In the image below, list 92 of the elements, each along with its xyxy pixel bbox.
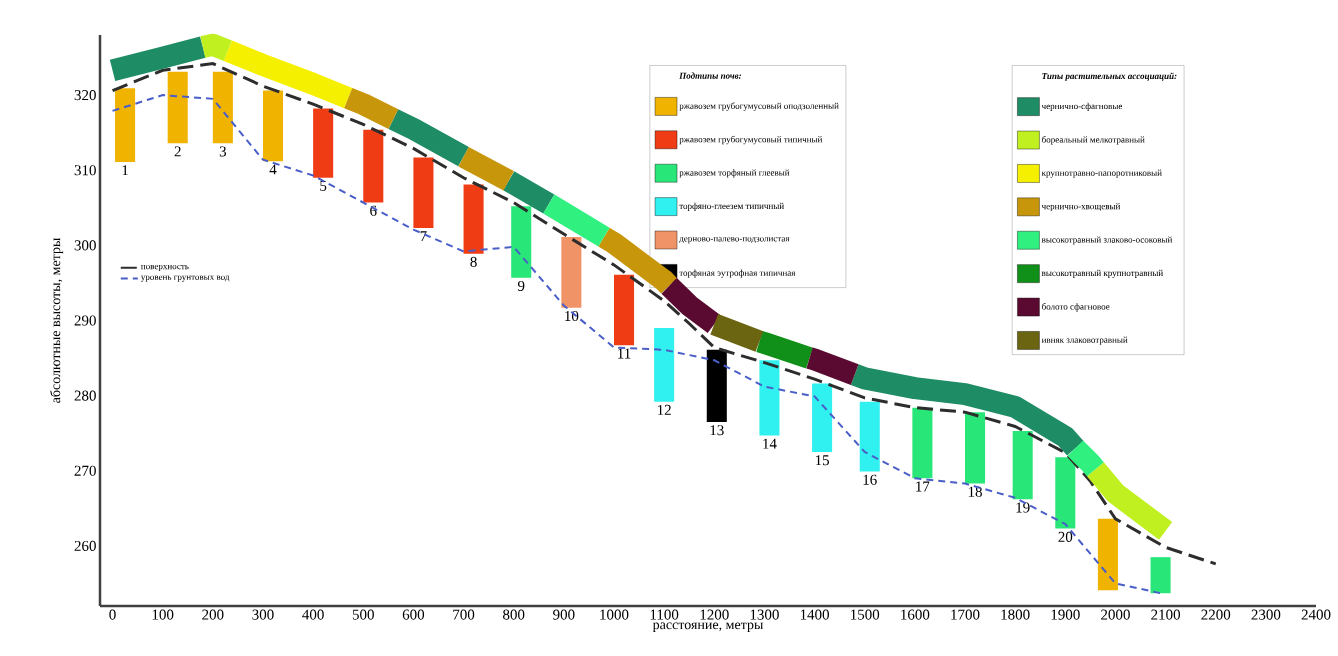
x-tick-label: 2100 [1151,609,1181,620]
x-tick-label: 1400 [800,609,830,620]
legend-label: уровень грунтовых вод [140,275,230,282]
x-tick-label: 2400 [1301,609,1331,620]
bar [654,328,675,402]
x-tick-label: 100 [152,609,174,620]
bar [262,90,284,162]
annotation: 9 [517,280,525,291]
bar [363,129,384,203]
annotation: 7 [420,231,427,242]
legend-label: высокотравный злаково-осоковый [1041,236,1173,245]
y-tick-label: 260 [74,540,96,551]
y-axis-title: абсолютные высоты, метры [50,237,64,403]
annotation: 10 [565,310,579,322]
legend-label: поверхность [141,264,189,272]
legend-label: бореальный мелкотравный [1042,136,1145,145]
annotation: 3 [219,146,227,157]
bar [812,383,833,452]
x-tick-label: 0 [109,609,116,620]
bar [1055,457,1076,529]
annotation: 19 [1016,502,1030,513]
bar [613,274,635,346]
legend-title: Подтипы почв: [679,72,741,79]
legend-label: чернично-хвощевый [1041,203,1121,212]
x-tick-label: 800 [503,609,525,620]
x-tick-label: 400 [302,609,324,620]
annotation: 17 [916,481,930,492]
x-tick-label: 300 [252,609,274,620]
bar [561,237,582,308]
bar [115,88,136,162]
legend-label: дерново-палево-подзолистая [679,237,790,244]
x-tick-label: 900 [553,609,575,620]
bar [965,412,986,484]
x-tick-label: 600 [402,609,425,620]
y-tick-label: 320 [74,90,96,101]
y-tick-label: 270 [74,465,96,476]
x-tick-label: 1100 [650,609,679,620]
x-tick-label: 1000 [600,609,629,620]
x-tick-label: 1700 [951,609,980,620]
x-tick-label: 1200 [700,609,729,620]
legend-label: ржавозем торфяный глеевый [679,169,790,178]
y-tick-label: 310 [74,165,96,176]
annotation: 1 [122,165,128,176]
y-tick-label: 300 [74,240,96,251]
annotation: 12 [657,404,671,415]
annotation: Типы растительных ассоциаций: [1042,72,1177,81]
legend-label: болото сфагновое [1042,303,1110,312]
legend-label: высокотравный крупнотравный [1041,269,1163,278]
x-tick-label: 2300 [1251,609,1281,620]
bar [313,108,334,178]
y-tick-label: 280 [74,390,96,401]
annotation: 2 [174,146,181,157]
line-series [111,62,1218,566]
x-tick-label: 2200 [1201,609,1231,620]
annotation: 16 [863,474,877,485]
x-tick-label: 200 [202,609,224,620]
bar [413,157,434,229]
bar [167,71,188,144]
bar [859,401,880,472]
x-tick-label: 1600 [901,609,930,620]
legend-label: ивняк злаковотравный [1041,336,1128,345]
bar [212,71,233,144]
bar [912,407,933,479]
legend-label: ржавозем грубогумусовый оподзоленный [679,102,839,111]
x-tick-label: 2000 [1101,609,1130,620]
bar [1097,518,1118,591]
legend-label: крупнотравно-папоротниковый [1041,169,1162,178]
x-tick-label: 500 [352,609,374,620]
annotation: 15 [815,455,830,466]
legend-label: чернично-сфагновые [1041,102,1123,111]
legend-label: торфяная эутрофная типичная [679,269,796,278]
y-tick-label: 290 [74,315,96,326]
annotation: 14 [763,438,777,449]
x-axis-title: расстояние, метры [652,622,764,633]
x-tick-label: 1900 [1051,609,1080,620]
annotation: 20 [1058,531,1073,542]
annotation: 4 [269,164,277,175]
x-tick-label: 1300 [750,609,779,620]
legend-label: торфяно-глеезем типичный [679,202,784,211]
annotation: 11 [618,348,631,359]
annotation: 18 [968,486,982,497]
annotation: 8 [470,256,477,267]
bar [1012,430,1033,500]
bar [511,206,532,278]
bar [1150,557,1171,594]
legend-label: ржавозем грубогумусовый типичный [679,135,823,145]
x-tick-label: 700 [453,609,475,620]
x-tick-label: 1500 [851,609,880,620]
annotation: 6 [370,205,377,216]
x-tick-label: 1800 [1001,609,1030,620]
annotation: 13 [710,425,724,436]
bar [463,184,484,254]
